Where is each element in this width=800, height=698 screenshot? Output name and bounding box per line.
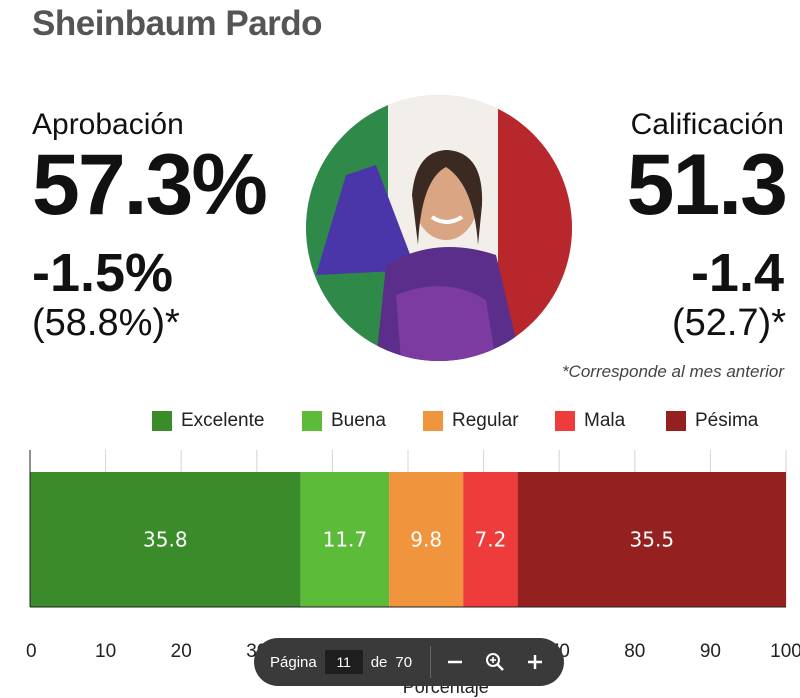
zoom-reset-button[interactable]	[479, 646, 511, 678]
pdf-pager: Página de 70	[254, 638, 564, 686]
minus-icon	[448, 660, 463, 664]
approval-delta: -1.5%	[32, 243, 174, 303]
legend-swatch-mala	[555, 411, 575, 431]
rating-previous: (52.7)*	[671, 302, 786, 344]
pager-divider	[430, 646, 432, 678]
approval-previous: (58.8%)*	[32, 302, 180, 344]
data-label-1: 11.7	[323, 528, 368, 552]
bar-segment-4	[517, 472, 786, 607]
x-tick-label-100: 100	[770, 641, 800, 662]
legend-swatch-buena	[302, 411, 322, 431]
pager-of-label: de	[370, 653, 388, 671]
data-label-4: 35.5	[630, 528, 675, 552]
pager-total: 70	[395, 653, 413, 671]
legend-label-buena: Buena	[331, 410, 386, 431]
data-label-3: 7.2	[474, 528, 506, 552]
page-number-input[interactable]	[324, 650, 363, 674]
legend-swatch-pesima	[666, 411, 686, 431]
x-tick-label-0: 0	[26, 641, 37, 662]
bar-segment-0	[30, 472, 301, 607]
legend-label-pesima: Pésima	[695, 410, 759, 431]
chart-legend: Excelente Buena Regular Mala Pésima	[0, 408, 800, 434]
data-label-2: 9.8	[410, 528, 442, 552]
approval-value: 57.3%	[32, 137, 268, 233]
footnote: *Corresponde al mes anterior	[561, 362, 784, 381]
x-tick-label-10: 10	[95, 641, 116, 662]
president-photo	[306, 95, 572, 361]
legend-swatch-regular	[423, 411, 443, 431]
legend-item-excelente: Excelente	[152, 408, 264, 434]
legend-item-regular: Regular	[423, 408, 519, 434]
legend-label-regular: Regular	[452, 410, 519, 431]
approval-label: Aprobación	[32, 108, 184, 141]
zoom-in-button[interactable]	[519, 646, 551, 678]
legend-item-pesima: Pésima	[666, 408, 758, 434]
bar-segment-1	[300, 472, 390, 607]
magnifier-icon	[486, 653, 504, 671]
rating-delta: -1.4	[690, 243, 784, 303]
x-tick-label-80: 80	[624, 641, 645, 662]
zoom-out-button[interactable]	[439, 646, 471, 678]
plus-icon	[528, 655, 543, 669]
legend-swatch-excelente	[152, 411, 172, 431]
legend-item-mala: Mala	[555, 408, 625, 434]
legend-label-mala: Mala	[584, 410, 626, 431]
bar-segment-3	[463, 472, 518, 607]
x-tick-label-90: 90	[700, 641, 721, 662]
legend-label-excelente: Excelente	[181, 410, 265, 431]
x-tick-label-20: 20	[171, 641, 192, 662]
data-label-0: 35.8	[143, 528, 188, 552]
stacked-bar-chart: 35.811.79.87.235.50102030405060708090100…	[26, 450, 800, 697]
page-title: Sheinbaum Pardo	[32, 4, 323, 43]
rating-label: Calificación	[630, 108, 784, 141]
pager-label: Página	[270, 653, 317, 671]
bar-segment-2	[389, 472, 464, 607]
legend-item-buena: Buena	[302, 408, 386, 434]
rating-value: 51.3	[626, 137, 788, 233]
